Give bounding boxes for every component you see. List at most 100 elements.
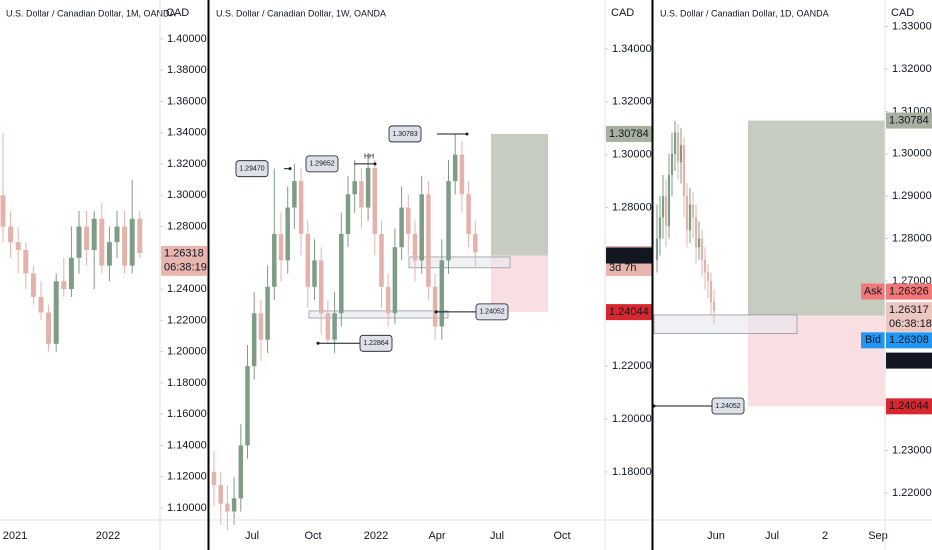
annotation-dot [373,162,377,166]
annotation-dot [288,167,292,171]
candle-body [211,471,217,486]
y-tick-label: 1.18000 [167,377,207,389]
y-tick-label: 1.10000 [167,502,207,514]
annotation-note: HH [364,154,374,161]
y-tick-label: 1.32000 [892,63,932,75]
axis-unit: CAD [611,7,634,19]
target-zone [748,120,885,316]
annotation-box [711,397,745,415]
candle-body [332,313,337,340]
zone [308,310,449,319]
annotation-dot [465,132,469,136]
y-tick-label: 1.18000 [612,466,652,478]
price-label-sub: 06:38:19 [164,262,207,274]
price-label-bg [886,332,932,349]
y-tick-label: 1.30000 [167,189,207,201]
y-tick-label: 1.38000 [167,64,207,76]
candle-body [406,207,411,234]
target-zone [491,133,548,256]
candle-body [76,226,82,258]
candle-body [688,204,692,231]
candle-body [372,167,378,234]
candle-body [385,286,391,314]
zone [408,256,511,269]
candle-body [473,233,478,253]
candle-body [426,194,431,287]
candle-body [122,226,128,266]
annotation-label: 1.29470 [239,166,264,173]
candle-body [655,238,659,260]
y-tick-label: 1.40000 [167,33,207,45]
price-tag: Ask [864,285,883,297]
price-label-bg [606,247,652,264]
candle-body [245,366,250,446]
annotation-box [359,334,393,352]
candle-body [46,312,52,344]
candle-body [419,194,424,261]
price-tag-bg [861,332,885,349]
candle-body [703,259,707,273]
candle-body [305,233,311,287]
candle-body [345,194,351,234]
candle-body [106,242,112,266]
price-label: 1.30784 [889,114,929,126]
candle-body [412,233,418,261]
candle-body [23,249,29,274]
y-tick-label: 1.34000 [612,43,652,55]
price-label: 1.30784 [609,128,649,140]
chart-title: U.S. Dollar / Canadian Dollar, 1M, OANDA [6,8,176,18]
candle-body [667,174,671,226]
price-label-bg [886,352,932,369]
y-tick-label: 1.14000 [167,439,207,451]
annotation-box [475,303,509,321]
candle-body [466,194,471,234]
candle-body [365,167,371,208]
annotation-label: 1.22864 [363,340,388,347]
price-label-bg [606,125,652,142]
price-label: 1.26184 [889,354,929,366]
candle-body [298,181,304,234]
candle-body [452,154,458,182]
candle-body [129,218,135,266]
annotation-label: 1.24052 [715,403,740,410]
candle-body [670,153,674,175]
candle-body [682,145,686,197]
candle-body [272,233,277,287]
price-label-sub: 06:38:18 [889,318,932,330]
price-label-bg [161,245,207,276]
price-label: 1.26308 [889,334,929,346]
x-tick-label: 2022 [96,530,120,542]
price-label: 1.26317 [889,304,929,316]
y-tick-label: 1.32000 [612,96,652,108]
price-label-bg [886,398,932,415]
candle-body [700,238,704,260]
candle-body [258,313,264,340]
candle-body [325,313,331,340]
price-label-bg [606,304,652,321]
candle-body [318,260,324,314]
chart-title: U.S. Dollar / Canadian Dollar, 1D, OANDA [660,8,829,18]
y-tick-label: 1.33000 [892,20,932,32]
y-tick-label: 1.28000 [167,220,207,232]
candle-body [231,498,237,512]
y-tick-label: 1.30000 [892,148,932,160]
candle-body [694,217,698,248]
y-tick-label: 1.22000 [892,487,932,499]
x-tick-label: Jul [490,530,504,542]
price-label-bg [886,301,932,332]
y-tick-label: 1.36000 [167,95,207,107]
candle-body [278,233,284,261]
candle-body [91,218,97,250]
x-tick-label: Sep [868,530,888,542]
x-tick-label: Jul [765,530,779,542]
candle-body [53,281,59,344]
x-tick-label: 2021 [3,530,27,542]
annotation-box [388,125,422,143]
chart-title: U.S. Dollar / Canadian Dollar, 1W, OANDA [216,8,386,18]
candle-body [99,218,105,266]
candle-body [225,503,230,512]
candle-body [312,260,317,287]
candle-body [446,181,451,261]
x-tick-label: Jun [707,530,725,542]
